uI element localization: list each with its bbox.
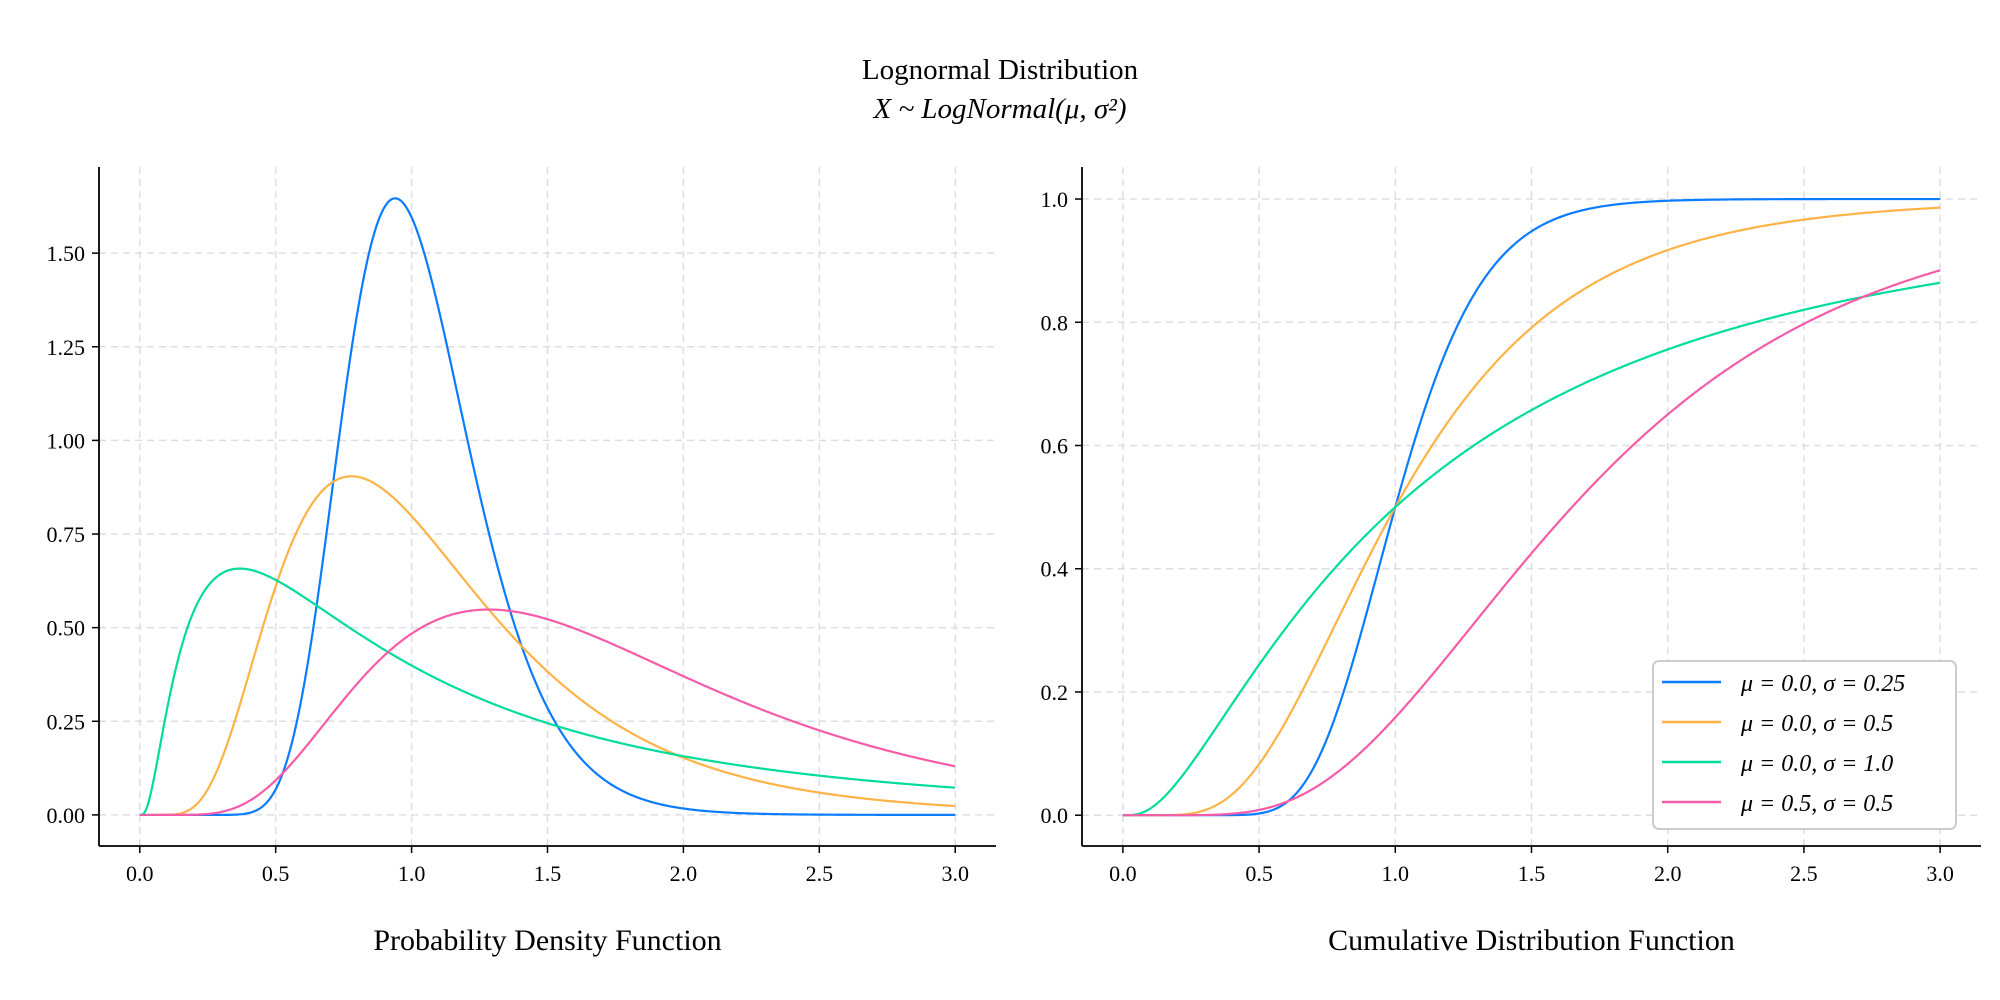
x-tick-label: 2.0	[1654, 861, 1682, 886]
chart-title: Lognormal Distribution	[862, 54, 1139, 86]
legend: μ = 0.0, σ = 0.25 μ = 0.0, σ = 0.5 μ = 0.0…	[1652, 660, 1957, 830]
legend-label-1: μ = 0.0, σ = 0.5	[1740, 711, 1893, 737]
y-tick-label: 1.50	[47, 241, 86, 266]
y-tick-label: 0.2	[1041, 680, 1069, 705]
legend-box	[1652, 660, 1957, 830]
x-tick-label: 0.0	[126, 861, 154, 886]
y-tick-label: 0.25	[47, 709, 86, 734]
x-tick-label: 2.5	[806, 861, 834, 886]
cdf-panel: 0.0 0.5 1.0 1.5 2.0 2.5 3.0 0.0 0.2 0.4 0.6 0.8 1.0 C…	[1041, 167, 1981, 957]
y-tick-label: 0.8	[1041, 310, 1069, 335]
x-tick-label: 0.5	[1245, 861, 1273, 886]
series-line-3	[139, 608, 956, 817]
series-line-0	[1122, 197, 1941, 817]
y-tick-label: 1.0	[1041, 187, 1069, 212]
x-tick-label: 1.0	[1382, 861, 1410, 886]
x-tick-label: 3.0	[1926, 861, 1954, 886]
legend-label-3: μ = 0.5, σ = 0.5	[1740, 791, 1893, 817]
y-tick-label: 0.00	[47, 803, 86, 828]
x-axis-label: Probability Density Function	[373, 924, 721, 957]
x-axis-label: Cumulative Distribution Function	[1328, 924, 1735, 957]
legend-label-0: μ = 0.0, σ = 0.25	[1740, 671, 1905, 697]
x-tick-label: 1.5	[534, 861, 562, 886]
y-tick-label: 0.75	[47, 522, 86, 547]
x-tick-label: 0.5	[262, 861, 290, 886]
series-line-3	[1122, 269, 1941, 817]
y-tick-label: 0.4	[1041, 557, 1069, 582]
legend-label-2: μ = 0.0, σ = 1.0	[1740, 751, 1893, 777]
x-tick-label: 3.0	[941, 861, 969, 886]
series-line-1	[139, 475, 956, 817]
series-line-0	[139, 197, 956, 817]
y-tick-label: 0.0	[1041, 803, 1069, 828]
series-line-2	[139, 567, 956, 817]
y-tick-label: 1.25	[47, 335, 86, 360]
x-tick-label: 0.0	[1109, 861, 1137, 886]
chart-subtitle: X ~ LogNormal(μ, σ²)	[872, 93, 1126, 125]
x-tick-label: 1.0	[398, 861, 426, 886]
y-tick-label: 0.50	[47, 616, 86, 641]
x-tick-label: 2.5	[1790, 861, 1818, 886]
y-tick-label: 1.00	[47, 428, 86, 453]
series-line-1	[1122, 206, 1941, 817]
x-tick-label: 2.0	[670, 861, 698, 886]
y-tick-label: 0.6	[1041, 434, 1069, 459]
pdf-panel: 0.0 0.5 1.0 1.5 2.0 2.5 3.0 0.00 0.25 0.50 0.75 1.0…	[47, 167, 996, 957]
series-line-2	[1122, 281, 1941, 817]
x-tick-label: 1.5	[1518, 861, 1546, 886]
